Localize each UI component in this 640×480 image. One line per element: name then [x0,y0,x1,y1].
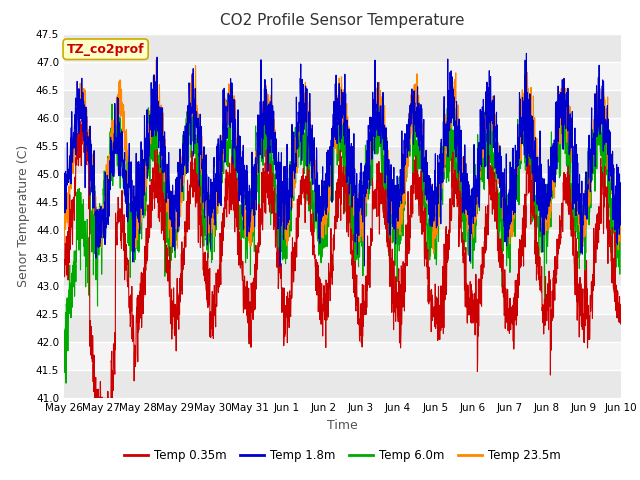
Temp 6.0m [333,87,340,93]
Temp 23.5m [371,96,379,102]
Line: Temp 0.35m: Temp 0.35m [64,118,621,398]
Temp 0.35m [617,302,625,308]
Temp 6.0m [568,192,576,197]
Temp 1.8m [523,50,531,56]
Bar [64,90,621,118]
Bar [64,314,621,342]
Temp 1.8m [216,155,223,161]
Temp 0.35m [359,298,367,303]
Temp 23.5m [152,57,160,63]
Temp 6.0m [371,139,379,144]
Temp 1.8m [371,90,379,96]
Temp 1.8m [568,141,576,146]
Bar [64,202,621,230]
Temp 0.35m [79,115,86,120]
Temp 0.35m [216,273,223,278]
Bar [64,342,621,371]
Temp 1.8m [60,191,68,196]
Title: CO2 Profile Sensor Temperature: CO2 Profile Sensor Temperature [220,13,465,28]
Temp 23.5m [430,251,438,256]
Temp 6.0m [60,344,68,349]
Bar [64,286,621,314]
Temp 23.5m [584,210,591,216]
Temp 6.0m [505,216,513,221]
Temp 23.5m [568,120,576,126]
Bar [64,34,621,61]
Temp 0.35m [60,267,68,273]
Temp 23.5m [505,234,513,240]
Bar [64,230,621,258]
Temp 6.0m [216,183,223,189]
Bar [64,61,621,90]
Temp 0.35m [568,214,576,219]
Bar [64,174,621,202]
Temp 0.35m [91,396,99,401]
Temp 6.0m [617,234,625,240]
Line: Temp 1.8m: Temp 1.8m [64,53,621,266]
Bar [64,146,621,174]
Temp 0.35m [584,345,591,351]
Legend: Temp 0.35m, Temp 1.8m, Temp 6.0m, Temp 23.5m: Temp 0.35m, Temp 1.8m, Temp 6.0m, Temp 2… [119,444,566,467]
X-axis label: Time: Time [327,419,358,432]
Temp 23.5m [216,173,223,179]
Temp 23.5m [617,239,625,244]
Temp 23.5m [60,207,68,213]
Y-axis label: Senor Temperature (C): Senor Temperature (C) [17,145,30,287]
Bar [64,371,621,398]
Temp 1.8m [617,182,625,188]
Temp 0.35m [371,187,379,192]
Temp 6.0m [584,205,591,211]
Line: Temp 6.0m: Temp 6.0m [64,90,621,383]
Bar [64,258,621,286]
Temp 1.8m [584,191,591,196]
Bar [64,118,621,146]
Temp 0.35m [505,326,513,332]
Temp 6.0m [62,380,70,386]
Temp 1.8m [276,264,284,269]
Temp 6.0m [359,273,367,278]
Line: Temp 23.5m: Temp 23.5m [64,60,621,253]
Temp 1.8m [504,234,512,240]
Text: TZ_co2prof: TZ_co2prof [67,43,145,56]
Temp 1.8m [359,219,367,225]
Temp 23.5m [359,221,367,227]
